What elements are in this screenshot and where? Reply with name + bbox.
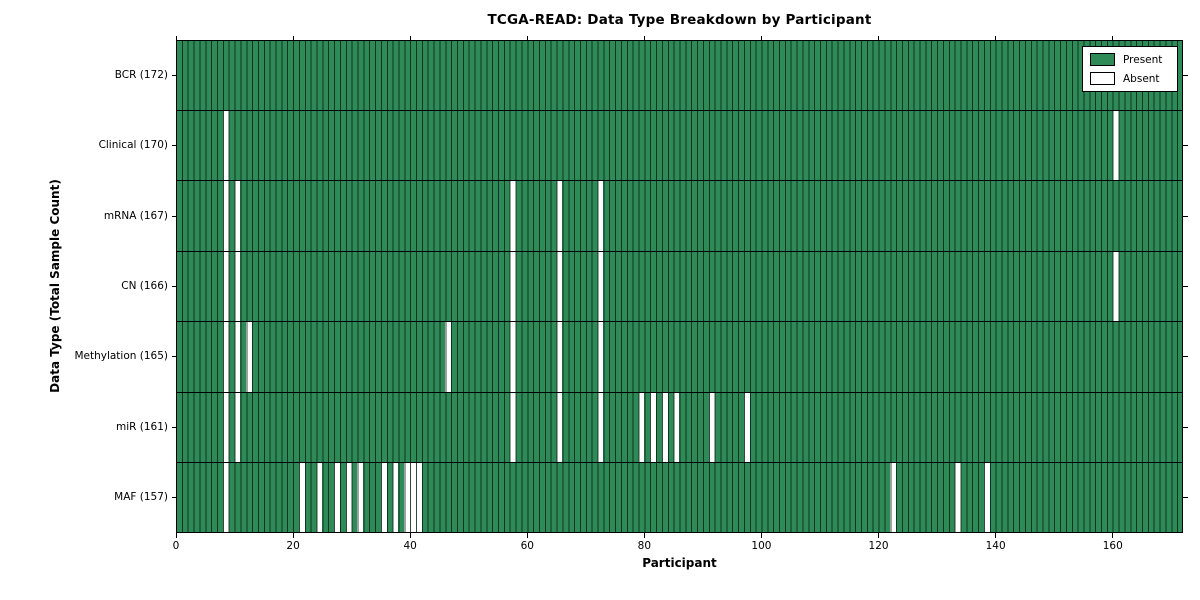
y-tick-label: Methylation (165) [74,350,168,363]
y-tick-mark [171,74,176,76]
row-boundary-line [176,250,1183,252]
x-tick-mark [995,533,997,538]
y-tick-mark-right [1183,497,1188,499]
x-tick-mark [292,533,294,538]
x-tick-mark [175,533,177,538]
y-tick-mark-right [1183,286,1188,287]
plot-area: Present Absent [176,40,1183,533]
legend-label-absent: Absent [1123,72,1160,85]
row-boundary-line [176,321,1183,323]
x-tick-label: 60 [520,540,534,552]
y-tick-label: MAF (157) [114,491,168,504]
x-tick-mark [643,533,645,538]
x-tick-mark-top [292,35,294,40]
y-tick-mark [171,497,176,499]
y-tick-label: Clinical (170) [98,139,168,152]
row-boundary-line [176,109,1183,111]
x-tick-mark [878,533,880,538]
y-tick-mark-right [1183,215,1188,217]
row-boundary-line [176,462,1183,464]
y-tick-mark [171,145,176,147]
x-tick-label: 140 [985,540,1006,552]
x-axis-title: Participant [642,556,717,570]
x-tick-mark-top [643,35,645,40]
x-tick-label: 80 [637,540,652,552]
y-tick-mark-right [1183,145,1188,147]
y-tick-mark [171,426,176,428]
legend-label-present: Present [1123,53,1163,66]
x-tick-mark [526,533,528,538]
y-tick-mark [171,286,176,287]
row-boundary-line [176,391,1183,393]
x-tick-label: 20 [286,540,300,552]
y-tick-mark [171,215,176,217]
y-tick-label: mRNA (167) [103,209,168,222]
x-tick-label: 40 [403,540,417,552]
x-tick-label: 160 [1102,540,1123,552]
y-tick-mark-right [1183,74,1188,76]
legend-swatch-present-icon [1090,53,1115,66]
y-tick-label: CN (166) [121,280,168,292]
x-tick-mark-top [995,35,997,40]
x-tick-label: 100 [751,540,772,552]
y-tick-mark-right [1183,426,1188,428]
legend-swatch-absent-icon [1090,72,1115,85]
legend: Present Absent [1082,46,1178,92]
row-boundary-line [176,180,1183,182]
y-tick-mark-right [1183,356,1188,358]
x-tick-mark-top [760,35,762,40]
column-grid-overlay [176,40,1183,533]
x-tick-mark-top [1112,35,1114,40]
x-tick-mark [409,533,411,538]
x-tick-label: 120 [868,540,889,552]
legend-item-absent: Absent [1090,72,1170,85]
legend-item-present: Present [1090,53,1170,66]
x-tick-mark-top [878,35,880,40]
x-tick-mark [1112,533,1114,538]
x-tick-mark [760,533,762,538]
y-tick-label: miR (161) [115,420,168,433]
x-tick-label: 0 [172,540,180,552]
chart-title: TCGA-READ: Data Type Breakdown by Partic… [487,12,872,28]
x-tick-mark-top [175,35,177,40]
y-tick-mark [171,356,176,358]
x-tick-mark-top [526,35,528,40]
y-tick-label: BCR (172) [114,68,168,81]
x-tick-mark-top [409,35,411,40]
